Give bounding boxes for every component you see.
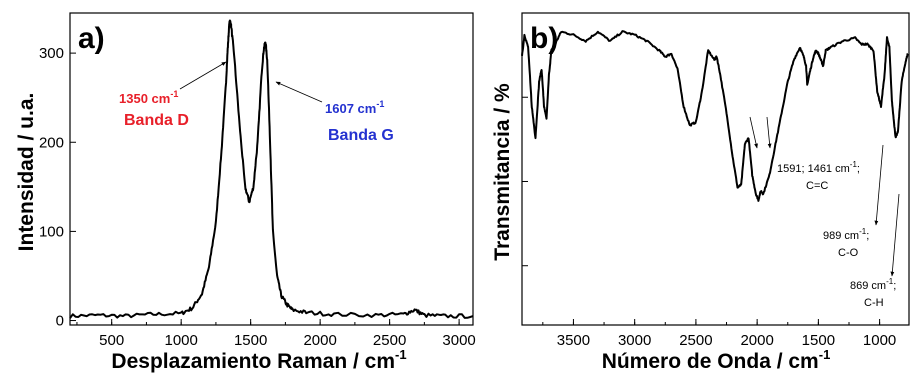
panel-b-xtick-label: 2000 [740,332,773,349]
panel-a-ylabel: Intensidad / u.a. [15,93,38,252]
panel-b-curve-layer [521,30,909,202]
panel-b: 3500 3000 2500 2000 1500 1000 b) Transmitanci… [491,12,910,373]
banda-d-wavenumber: 1350 cm-1 [119,89,178,106]
banda-g-arrow [275,81,323,103]
panel-b-xtick-label: 2500 [679,332,712,349]
ch-assignment-sup: -1 [886,277,894,286]
panel-a-xlabel: Desplazamiento Raman / cm-1 [111,347,406,373]
panel-b-ylabel: Transmitancia / % [491,83,514,261]
panel-a-xlabel-sup: -1 [395,347,407,362]
panel-a-frame [69,12,474,326]
ch-assignment-suffix: ; [893,280,896,292]
panel-a-xtick-label: 3000 [442,332,475,349]
cc-label: C=C [806,180,828,192]
banda-d-wavenumber-sup: -1 [170,89,178,99]
banda-g-wavenumber: 1607 cm-1 [325,99,384,116]
panel-a-ytick-label: 200 [39,134,64,151]
banda-d-label: Banda D [124,112,189,129]
panel-b-xlabel-sup: -1 [819,347,831,362]
co-label: C-O [838,247,859,259]
ch-assignment-text: 869 cm [850,280,886,292]
ch-arrow [890,193,900,277]
cc-assignment-sup: -1 [850,160,858,169]
panel-b-frame [521,12,910,326]
co-assignment-suffix: ; [866,230,869,242]
panel-a-ytick-label: 0 [56,313,64,330]
banda-d-wavenumber-text: 1350 cm [119,91,170,106]
panel-a-xtick-label: 2500 [373,332,406,349]
panel-a-curve-layer [69,19,474,319]
cc-arrow-1461 [766,116,772,149]
panel-a-xticks: 500 1000 1500 2000 2500 3000 [76,319,476,349]
panel-b-xtick-label: 3000 [618,332,651,349]
banda-g-label: Banda G [328,127,394,144]
panel-a-label: a) [78,22,105,55]
cc-assignment-text: 1591; 1461 cm [777,163,850,175]
panel-a-xtick-label: 2000 [303,332,336,349]
co-assignment-sup: -1 [859,227,867,236]
cc-assignment: 1591; 1461 cm-1; [777,160,860,175]
co-assignment: 989 cm-1; [823,227,869,242]
panel-b-xtick-label: 1000 [863,332,896,349]
banda-d-arrow [179,61,227,90]
cc-assignment-suffix: ; [857,163,860,175]
panel-a: 500 1000 1500 2000 2500 3000 0 100 200 300 a) In… [15,12,476,373]
panel-a-ytick-label: 300 [39,45,64,62]
ch-label: C-H [864,297,884,309]
panel-a-xlabel-text: Desplazamiento Raman / cm [111,350,395,373]
banda-g-wavenumber-text: 1607 cm [325,101,376,116]
panel-a-spectrum-line [69,19,474,319]
panel-a-yticks: 0 100 200 300 [39,45,76,330]
panel-b-xticks: 3500 3000 2500 2000 1500 1000 [542,319,896,349]
co-assignment-text: 989 cm [823,230,859,242]
banda-g-wavenumber-sup: -1 [376,99,384,109]
co-arrow [874,144,884,226]
panel-b-label: b) [530,22,558,55]
panel-b-spectrum-line [521,30,909,202]
panel-b-xlabel: Número de Onda / cm-1 [602,347,831,373]
panel-b-xlabel-text: Número de Onda / cm [602,350,819,373]
panel-b-xtick-label: 1500 [802,332,835,349]
panel-a-ytick-label: 100 [39,223,64,240]
cc-arrow-1591 [749,116,758,149]
panel-b-yticks [522,96,528,267]
ch-assignment: 869 cm-1; [850,277,896,292]
panel-b-xtick-label: 3500 [557,332,590,349]
panel-a-xtick-label: 1500 [234,332,267,349]
panel-a-xtick-label: 500 [99,332,124,349]
panel-a-xtick-label: 1000 [164,332,197,349]
